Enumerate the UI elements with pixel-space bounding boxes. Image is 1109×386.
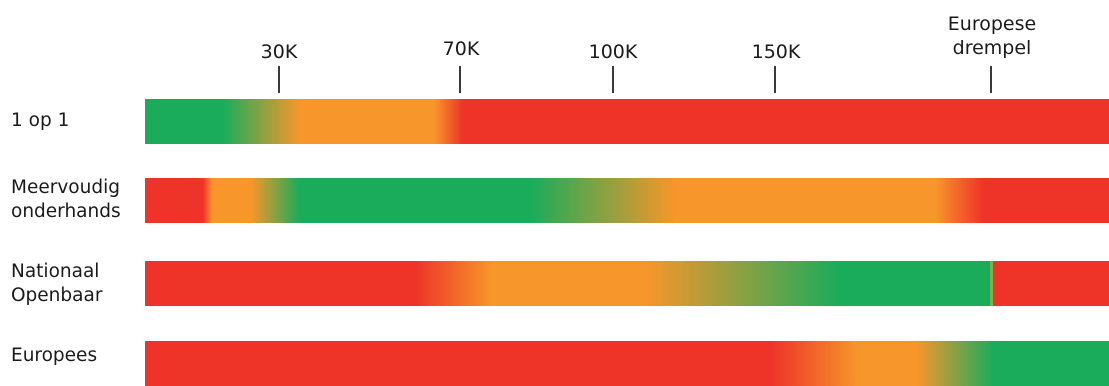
row-label-europees-line1: Europees	[11, 345, 98, 366]
row-label-meervoudig: Meervoudig onderhands	[11, 176, 121, 224]
bar-1op1	[145, 99, 1109, 144]
axis-threshold-label-line2: drempel	[952, 37, 1032, 59]
axis-tick-label-30k: 30K	[260, 41, 298, 63]
row-label-1op1-line1: 1 op 1	[11, 110, 70, 131]
axis-tick-label-100k: 100K	[588, 41, 638, 63]
bar-meervoudig	[145, 178, 1109, 223]
axis-tick-30k	[278, 66, 280, 93]
bar-nationaal-threshold-stripe	[990, 261, 993, 306]
row-label-nationaal-line2: Openbaar	[11, 285, 103, 306]
axis-tick-70k	[459, 66, 461, 93]
axis-threshold-label-line1: Europese	[947, 13, 1037, 35]
row-label-nationaal-line1: Nationaal	[11, 261, 100, 282]
axis-tick-label-70k: 70K	[442, 38, 480, 60]
axis-tick-label-150k: 150K	[751, 41, 801, 63]
axis-threshold-label: Europese drempel	[948, 12, 1036, 60]
bar-europees	[145, 341, 1109, 386]
axis-tick-threshold	[990, 66, 992, 93]
row-label-meervoudig-line2: onderhands	[11, 201, 121, 222]
row-label-1op1: 1 op 1	[11, 109, 69, 133]
row-label-meervoudig-line1: Meervoudig	[11, 177, 120, 198]
axis-tick-100k	[612, 66, 614, 93]
row-label-europees: Europees	[11, 344, 97, 368]
row-label-nationaal: Nationaal Openbaar	[11, 260, 102, 308]
axis-tick-150k	[774, 66, 776, 93]
bar-nationaal	[145, 261, 1109, 306]
